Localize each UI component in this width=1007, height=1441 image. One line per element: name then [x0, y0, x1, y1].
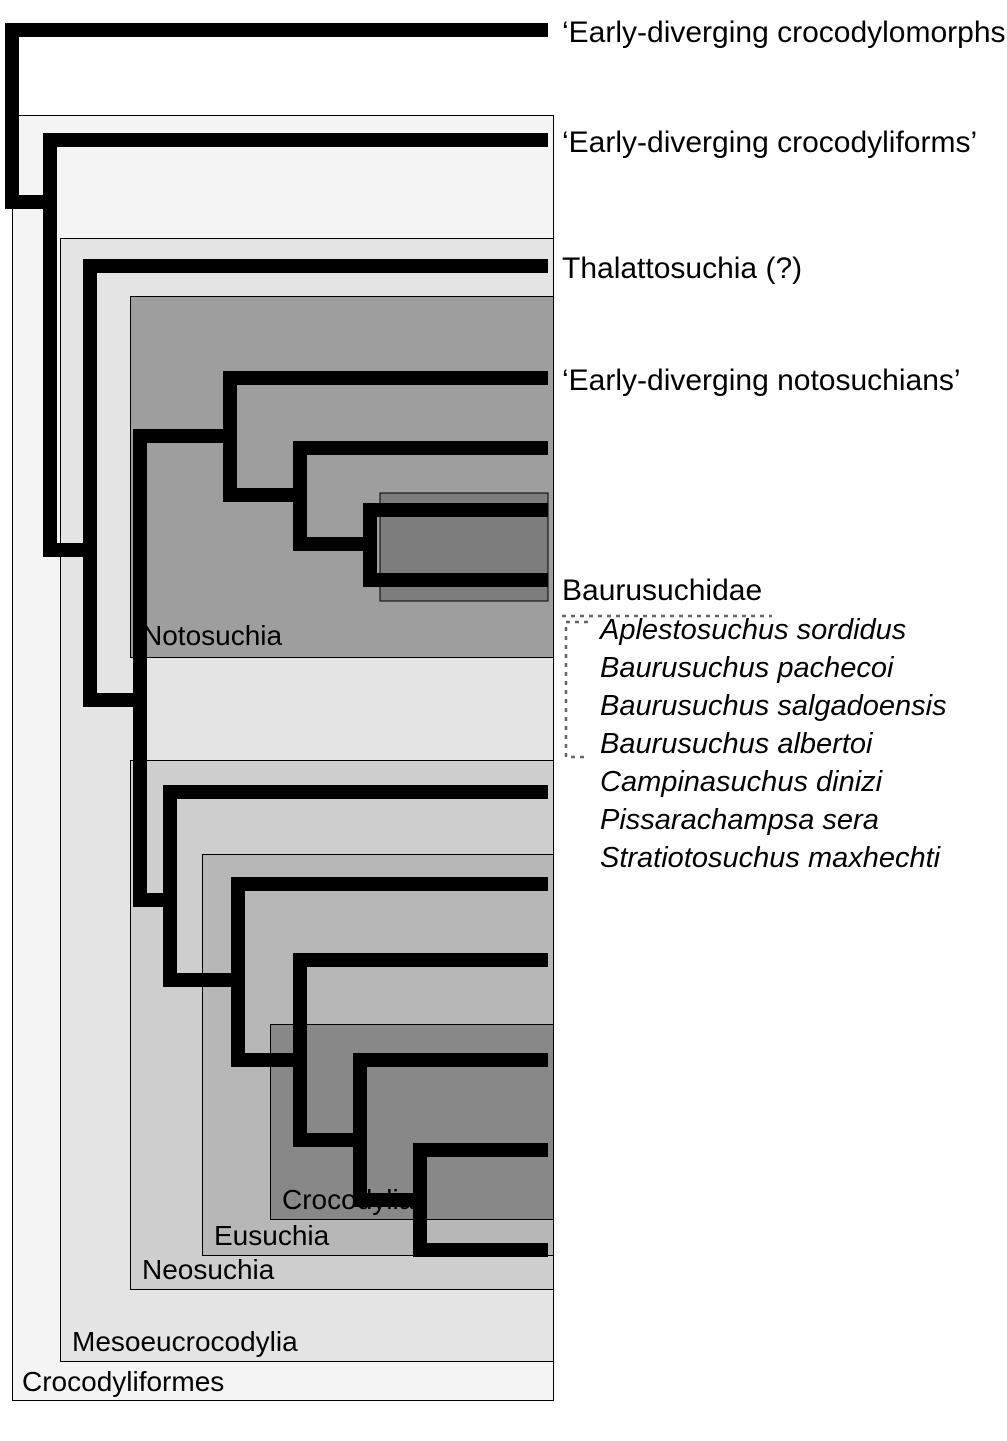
- tip-early-crocodylomorphs: ‘Early-diverging crocodylomorphs’: [562, 16, 1007, 50]
- clade-label-eusuchia: Eusuchia: [214, 1220, 329, 1252]
- phylogeny-figure: ‘Early-diverging crocodylomorphs’ ‘Early-…: [0, 0, 1007, 1441]
- baurusuchidae-species: Baurusuchus pachecoi: [600, 652, 893, 685]
- tip-thalattosuchia: Thalattosuchia (?): [562, 252, 802, 286]
- baurusuchidae-species: Aplestosuchus sordidus: [600, 614, 906, 647]
- baurusuchidae-header: Baurusuchidae: [562, 574, 762, 608]
- baurusuchidae-species: Baurusuchus salgadoensis: [600, 690, 947, 723]
- clade-label-crocodyliformes: Crocodyliformes: [22, 1366, 224, 1398]
- clade-label-notosuchia: Notosuchia: [142, 620, 282, 652]
- clade-label-crocodylia: Crocodylia: [282, 1184, 414, 1216]
- tip-early-crocodyliforms: ‘Early-diverging crocodyliforms’: [562, 126, 977, 160]
- baurusuchidae-species: Baurusuchus albertoi: [600, 728, 872, 761]
- clade-label-neosuchia: Neosuchia: [142, 1254, 274, 1286]
- baurusuchidae-species: Campinasuchus dinizi: [600, 766, 882, 799]
- baurusuchidae-species: Stratiotosuchus maxhechti: [600, 842, 940, 875]
- tip-early-notosuchians: ‘Early-diverging notosuchians’: [562, 364, 961, 398]
- clade-label-mesoeucrocodylia: Mesoeucrocodylia: [72, 1326, 298, 1358]
- baurusuchidae-species: Pissarachampsa sera: [600, 804, 879, 837]
